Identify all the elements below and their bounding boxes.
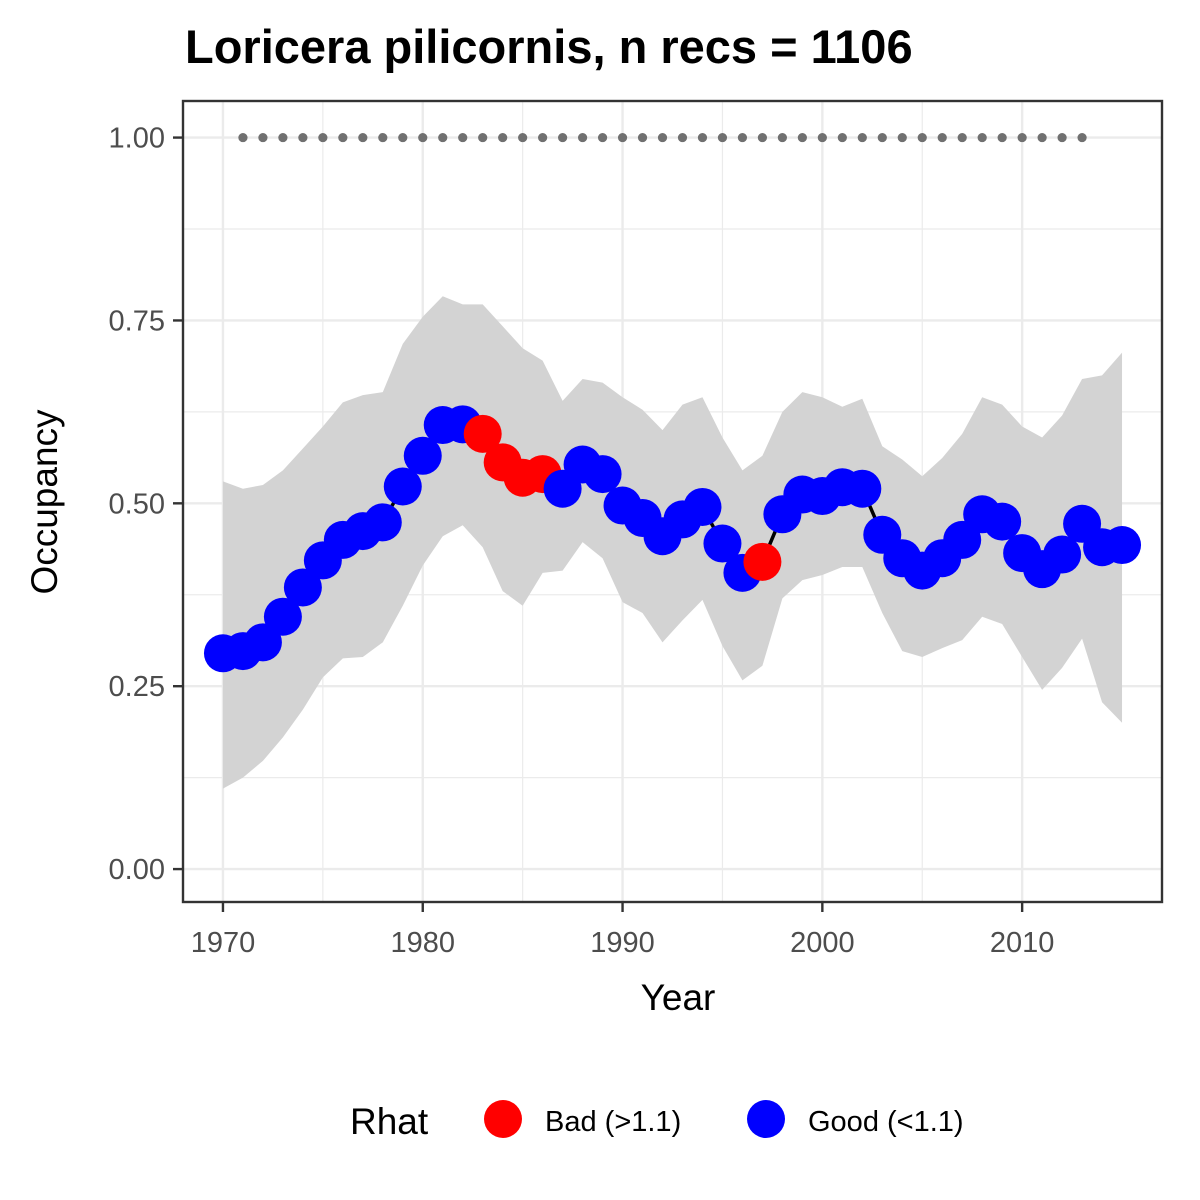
data-point-good [943,520,982,559]
reference-dot [558,132,568,143]
data-point-good [983,502,1022,541]
y-axis-title: Occupancy [24,409,65,595]
data-point-good [243,623,282,662]
reference-dot [597,132,608,143]
reference-dot [278,132,288,143]
x-tick-label: 1980 [390,927,455,959]
reference-dot [338,132,348,143]
reference-dot [817,132,827,143]
reference-dot [258,132,268,143]
legend: Rhat Bad (>1.1) Good (<1.1) [350,1100,964,1142]
reference-dot [1037,132,1047,143]
reference-dot [1017,132,1027,143]
reference-dot [737,132,748,143]
y-tick-label: 1.00 [109,123,165,155]
x-axis-ticks: 1970 1980 1990 2000 2010 [191,902,1055,959]
reference-dot [957,132,967,143]
reference-dot [458,132,468,143]
x-axis-title: Year [641,977,716,1018]
reference-dot [757,132,768,143]
legend-key-good [747,1100,785,1138]
reference-dot [358,132,368,143]
chart-title: Loricera pilicornis, n recs = 1106 [185,20,913,73]
reference-dot [897,132,907,143]
reference-dot [577,132,588,143]
plot-area [181,99,1164,904]
data-point-good [1103,526,1142,565]
reference-dot [877,132,887,143]
legend-key-bad [484,1100,522,1138]
reference-dot [418,132,428,143]
x-tick-label: 2000 [790,927,855,959]
x-tick-label: 1990 [590,927,655,959]
reference-dot [318,132,328,143]
reference-dot [717,132,728,143]
data-point-good [283,568,322,607]
data-point-good [683,487,722,526]
reference-dot [1077,132,1087,143]
reference-dot [378,132,388,143]
y-tick-label: 0.25 [109,671,165,703]
x-tick-label: 1970 [191,927,256,959]
reference-dot [617,132,628,143]
data-point-good [703,524,742,563]
reference-dot [837,132,847,143]
reference-dot [997,132,1007,143]
reference-dot [777,132,787,143]
reference-dot [298,132,308,143]
reference-dot [697,132,708,143]
data-point-good [843,469,882,508]
data-point-good [363,503,402,542]
reference-dot [657,132,668,143]
data-point-good [263,597,302,636]
reference-dot [1057,132,1067,143]
legend-label-bad: Bad (>1.1) [545,1106,681,1138]
y-tick-label: 0.00 [109,854,165,886]
y-tick-label: 0.50 [109,488,165,520]
reference-dot [857,132,867,143]
reference-dot [637,132,648,143]
data-point-bad [463,414,502,453]
legend-title: Rhat [350,1101,429,1142]
x-tick-label: 2010 [990,927,1055,959]
panel-border [181,99,1164,904]
y-tick-label: 0.75 [109,305,165,337]
y-axis-ticks: 0.00 0.25 0.50 0.75 1.00 [109,123,183,886]
reference-dot [478,132,488,143]
reference-dot [937,132,947,143]
reference-dot [797,132,807,143]
data-point-good [1043,535,1082,574]
reference-dot [518,132,528,143]
reference-dot [538,132,548,143]
reference-dot [677,132,688,143]
reference-dot [398,132,408,143]
data-point-good [383,467,422,506]
reference-dot [438,132,448,143]
reference-dot [977,132,987,143]
data-point-bad [743,542,782,581]
data-point-good [583,455,622,494]
legend-label-good: Good (<1.1) [808,1106,964,1138]
reference-dot [498,132,508,143]
reference-dot [238,132,248,143]
reference-dot [917,132,927,143]
data-point-good [403,436,442,475]
